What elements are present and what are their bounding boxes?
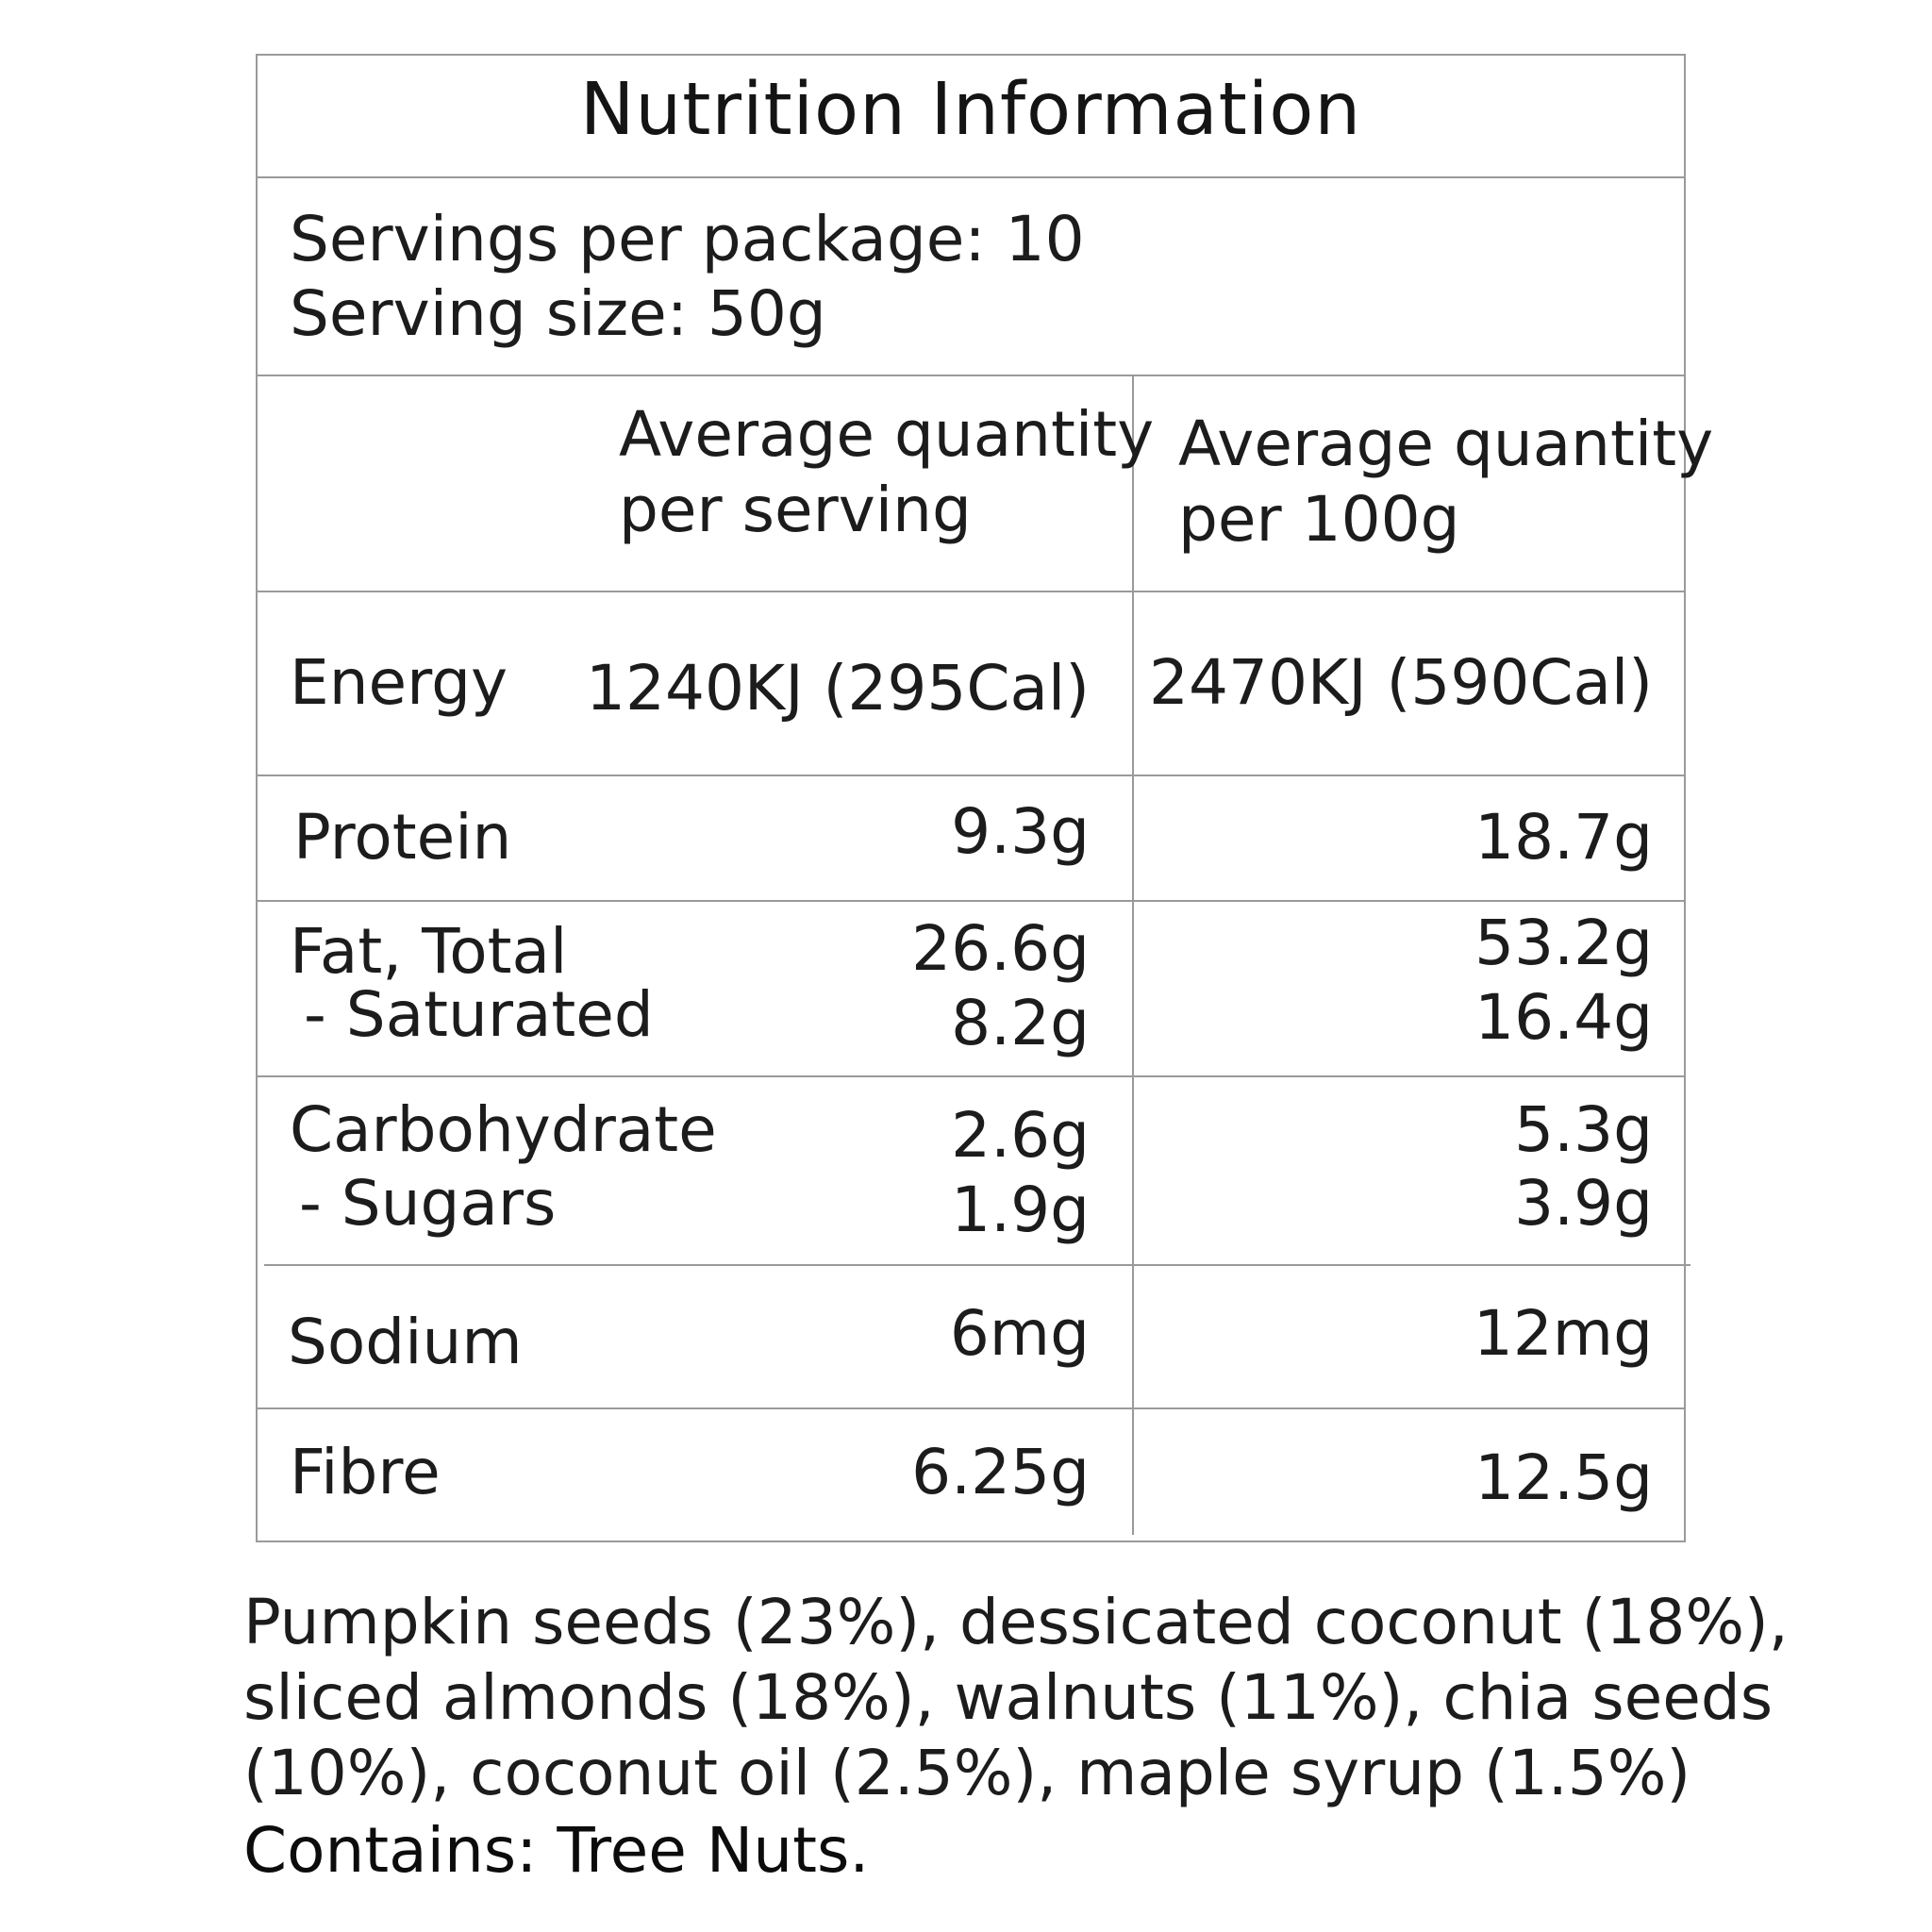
row-label-fat-total: Fat, Total bbox=[290, 915, 568, 988]
ingredients-list: Pumpkin seeds (23%), dessicated coconut … bbox=[243, 1585, 1789, 1811]
saturated-per-100g: 16.4g bbox=[1474, 981, 1653, 1054]
fibre-per-100g: 12.5g bbox=[1474, 1441, 1653, 1514]
divider-servings bbox=[258, 375, 1684, 376]
header-per-serving-line1: Average quantity bbox=[619, 398, 1155, 471]
divider-header bbox=[258, 591, 1684, 592]
divider-fat bbox=[258, 1075, 1684, 1077]
carbohydrate-per-serving: 2.6g bbox=[951, 1099, 1090, 1172]
row-label-energy: Energy bbox=[290, 646, 508, 719]
header-per-100g-line2: per 100g bbox=[1178, 483, 1460, 556]
divider-title bbox=[258, 176, 1684, 178]
fibre-per-serving: 6.25g bbox=[911, 1436, 1090, 1508]
panel-title: Nutrition Information bbox=[579, 68, 1362, 152]
divider-sodium bbox=[258, 1407, 1684, 1409]
ingredients-line: Pumpkin seeds (23%), dessicated coconut … bbox=[243, 1586, 1789, 1658]
serving-size: Serving size: 50g bbox=[290, 277, 826, 350]
divider-protein bbox=[258, 900, 1684, 902]
row-label-saturated: - Saturated bbox=[304, 978, 654, 1051]
ingredients-line: (10%), coconut oil (2.5%), maple syrup (… bbox=[243, 1737, 1691, 1809]
energy-per-serving: 1240KJ (295Cal) bbox=[585, 652, 1090, 724]
divider-energy bbox=[258, 774, 1684, 776]
column-divider bbox=[1132, 375, 1134, 1535]
row-label-sugars: - Sugars bbox=[299, 1167, 557, 1240]
fat-total-per-serving: 26.6g bbox=[911, 912, 1090, 985]
sodium-per-100g: 12mg bbox=[1473, 1297, 1653, 1370]
header-per-serving-line2: per serving bbox=[619, 474, 972, 546]
carbohydrate-per-100g: 5.3g bbox=[1514, 1093, 1653, 1166]
row-label-sodium: Sodium bbox=[288, 1306, 523, 1378]
sugars-per-serving: 1.9g bbox=[951, 1174, 1090, 1246]
servings-per-package: Servings per package: 10 bbox=[290, 203, 1085, 275]
allergen-statement: Contains: Tree Nuts. bbox=[243, 1814, 870, 1887]
saturated-per-serving: 8.2g bbox=[951, 987, 1090, 1059]
nutrition-panel bbox=[256, 54, 1686, 1542]
sodium-per-serving: 6mg bbox=[949, 1297, 1090, 1370]
protein-per-serving: 9.3g bbox=[951, 795, 1090, 868]
row-label-fibre: Fibre bbox=[290, 1436, 441, 1508]
energy-per-100g: 2470KJ (590Cal) bbox=[1148, 646, 1653, 719]
row-label-carbohydrate: Carbohydrate bbox=[290, 1093, 717, 1166]
ingredients-line: sliced almonds (18%), walnuts (11%), chi… bbox=[243, 1661, 1774, 1734]
header-per-serving: Average quantity per serving bbox=[619, 397, 1154, 548]
row-label-protein: Protein bbox=[293, 801, 512, 874]
sugars-per-100g: 3.9g bbox=[1514, 1167, 1653, 1240]
header-per-100g-line1: Average quantity bbox=[1178, 408, 1714, 480]
divider-carbohydrate bbox=[264, 1264, 1690, 1266]
fat-total-per-100g: 53.2g bbox=[1474, 907, 1653, 979]
protein-per-100g: 18.7g bbox=[1474, 801, 1653, 874]
header-per-100g: Average quantity per 100g bbox=[1178, 407, 1713, 558]
